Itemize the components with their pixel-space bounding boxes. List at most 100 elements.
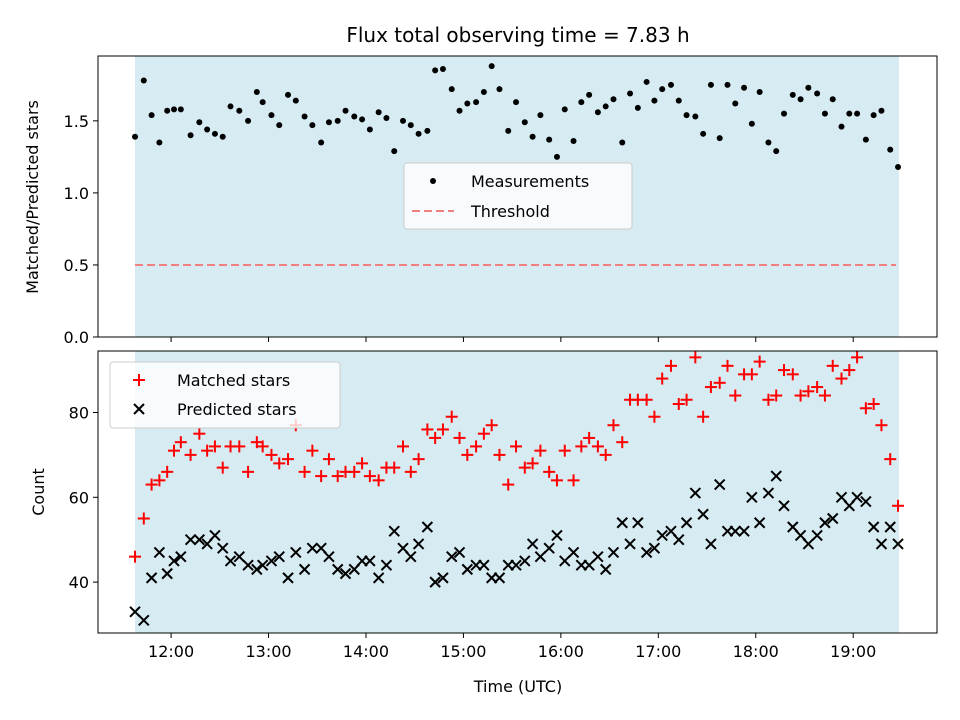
predicted-star-point-b	[526, 538, 539, 550]
measurement-point	[424, 127, 431, 134]
matched-star-point	[137, 512, 150, 525]
top-legend: Measurements Threshold	[403, 162, 633, 230]
measurement-point	[529, 133, 536, 140]
predicted-star-point-b	[273, 550, 285, 563]
predicted-star-point-b	[412, 538, 425, 550]
predicted-star-point	[265, 555, 278, 567]
matched-star-point	[129, 550, 142, 563]
matched-star-point	[567, 474, 580, 487]
measurement-point	[789, 91, 796, 98]
predicted-star-point-b	[519, 555, 531, 567]
matched-star-point	[485, 419, 498, 432]
predicted-star-point	[616, 517, 628, 529]
predicted-star-point-b	[233, 550, 246, 563]
measurement-point	[610, 96, 617, 103]
predicted-star-point-b	[835, 491, 848, 504]
matched-star-point	[778, 364, 791, 377]
matched-star-point	[884, 453, 897, 466]
count-panel: 40 60 80 12:00 13:00 14:00 15:00 16:00 17:00 18:…	[29, 350, 938, 696]
predicted-star-point	[217, 542, 229, 554]
predicted-star-point-b	[665, 525, 677, 537]
measurement-point	[521, 119, 528, 126]
predicted-star-point-b	[209, 529, 221, 542]
predicted-star-point	[168, 555, 180, 567]
measurement-point	[741, 84, 748, 91]
measurement-point	[351, 113, 358, 120]
predicted-star-point	[193, 533, 206, 546]
predicted-star-point-b	[673, 533, 685, 546]
measurement-point	[619, 139, 626, 146]
predicted-star-point-b	[729, 525, 741, 537]
predicted-star-point	[534, 550, 547, 563]
predicted-star-point	[680, 517, 693, 529]
predicted-star-point-b	[884, 521, 896, 533]
predicted-star-point	[551, 529, 563, 542]
predicted-star-point-b	[256, 559, 269, 571]
predicted-star-point-b	[217, 542, 229, 554]
predicted-star-point	[697, 508, 709, 520]
measurement-point	[132, 133, 139, 140]
measurement-point	[448, 86, 455, 93]
measurement-point	[196, 119, 203, 126]
matched-star-point	[811, 381, 824, 394]
bottom-x-tick-label: 17:00	[635, 642, 681, 661]
predicted-star-point-b	[819, 517, 831, 529]
predicted-star-point	[290, 546, 302, 559]
matched-star-point	[786, 368, 799, 381]
measurement-point	[627, 90, 634, 97]
matched-star-point	[591, 440, 604, 453]
matched-star-point	[543, 465, 556, 478]
measurement-point	[765, 139, 772, 146]
measurement-point	[797, 96, 804, 103]
matched-star-point	[193, 427, 206, 440]
matched-star-point	[558, 444, 571, 457]
predicted-star-point	[339, 567, 352, 580]
measurement-point	[846, 110, 853, 117]
predicted-star-point	[224, 555, 237, 567]
predicted-star-point-b	[851, 491, 863, 504]
predicted-star-point-b	[567, 546, 580, 559]
predicted-star-point-b	[705, 538, 717, 550]
predicted-star-point-b	[478, 559, 490, 571]
predicted-star-point-b	[453, 546, 466, 559]
bottom-y-ticks: 40 60 80	[69, 403, 98, 592]
predicted-star-point-b	[161, 567, 173, 580]
predicted-star-point-b	[282, 572, 294, 584]
matched-star-point	[372, 474, 385, 487]
bottom-x-tick-label: 13:00	[245, 642, 291, 661]
measurement-point	[292, 97, 299, 104]
predicted-star-point	[673, 533, 685, 546]
predicted-star-point	[624, 538, 636, 550]
measurement-point	[156, 139, 163, 146]
measurement-point	[707, 81, 714, 88]
predicted-star-point	[209, 529, 221, 542]
measurement-point	[724, 81, 731, 88]
matched-star-point	[298, 465, 311, 478]
measurement-point	[488, 63, 495, 70]
measurement-point	[383, 114, 390, 121]
measurement-point	[253, 89, 260, 96]
predicted-star-point	[802, 538, 815, 550]
matched-star-point	[867, 398, 880, 411]
predicted-star-point-b	[860, 495, 872, 508]
matched-star-point	[184, 448, 197, 461]
matched-star-point	[770, 389, 783, 402]
measurement-point	[236, 107, 243, 114]
predicted-star-point	[298, 563, 311, 576]
matched-star-point	[315, 470, 328, 483]
predicted-star-point-b	[867, 521, 880, 533]
measurement-point	[375, 109, 382, 116]
predicted-star-point-b	[306, 542, 319, 554]
matched-star-point	[664, 359, 677, 372]
predicted-star-point-b	[372, 572, 385, 584]
bottom-x-ticks: 12:00 13:00 14:00 15:00 16:00 17:00 18:00 19:00	[148, 633, 876, 661]
predicted-star-point	[778, 500, 790, 512]
predicted-star-point-b	[753, 517, 766, 529]
predicted-star-point	[753, 517, 766, 529]
measurement-point	[496, 86, 503, 93]
measurement-point	[700, 130, 707, 137]
matched-star-point	[851, 351, 864, 364]
measurement-point	[464, 100, 471, 107]
legend-label-predicted: Predicted stars	[177, 400, 297, 419]
matched-star-point	[331, 470, 344, 483]
